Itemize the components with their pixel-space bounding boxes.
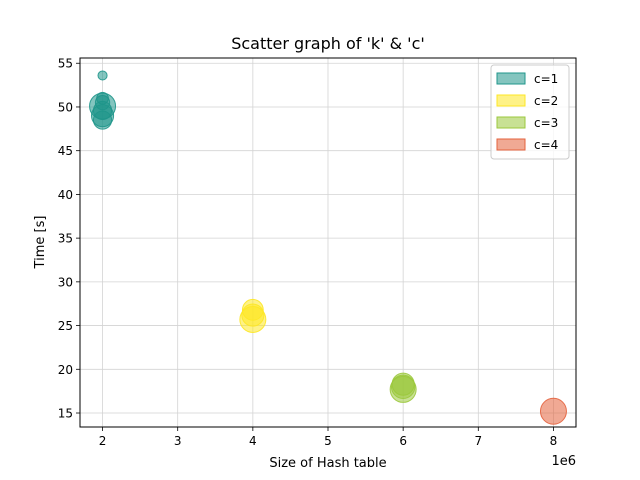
y-tick-label: 20	[58, 363, 73, 377]
scatter-point	[539, 397, 567, 425]
x-tick-label: 7	[474, 434, 482, 448]
x-axis-ticks: 2 3 4 5 6 7 8	[99, 427, 558, 448]
x-tick-label: 8	[550, 434, 558, 448]
data-points	[89, 70, 567, 425]
legend-swatch	[496, 138, 526, 151]
x-axis-offset-label: 1e6	[551, 454, 576, 469]
grid-lines	[80, 58, 576, 427]
legend: c=1 c=2 c=3 c=4	[490, 64, 570, 160]
legend-swatch	[496, 94, 526, 107]
y-axis-ticks: 15 20 25 30 35 40 45 50 55	[58, 57, 80, 421]
legend-frame	[490, 64, 570, 160]
y-tick-label: 30	[58, 275, 73, 289]
y-axis-label: Time [s]	[33, 216, 48, 270]
scatter-point	[97, 70, 108, 81]
y-tick-label: 15	[58, 407, 73, 421]
legend-swatch	[496, 72, 526, 85]
x-tick-label: 6	[399, 434, 407, 448]
y-tick-label: 45	[58, 144, 73, 158]
legend-label: c=1	[534, 72, 558, 86]
x-tick-label: 3	[174, 434, 182, 448]
x-axis-label: Size of Hash table	[269, 456, 386, 471]
legend-label: c=4	[534, 138, 558, 152]
y-tick-label: 25	[58, 319, 73, 333]
x-tick-label: 2	[99, 434, 107, 448]
x-tick-label: 4	[249, 434, 257, 448]
scatter-point	[92, 110, 113, 130]
y-tick-label: 35	[58, 232, 73, 246]
y-tick-label: 50	[58, 100, 73, 114]
scatter-point	[389, 375, 417, 403]
y-tick-label: 40	[58, 188, 73, 202]
x-tick-label: 5	[324, 434, 332, 448]
scatter-point	[239, 305, 267, 333]
chart-title: Scatter graph of 'k' & 'c'	[231, 34, 425, 53]
legend-label: c=3	[534, 116, 558, 130]
y-tick-label: 55	[58, 57, 73, 71]
legend-swatch	[496, 116, 526, 129]
legend-label: c=2	[534, 94, 558, 108]
